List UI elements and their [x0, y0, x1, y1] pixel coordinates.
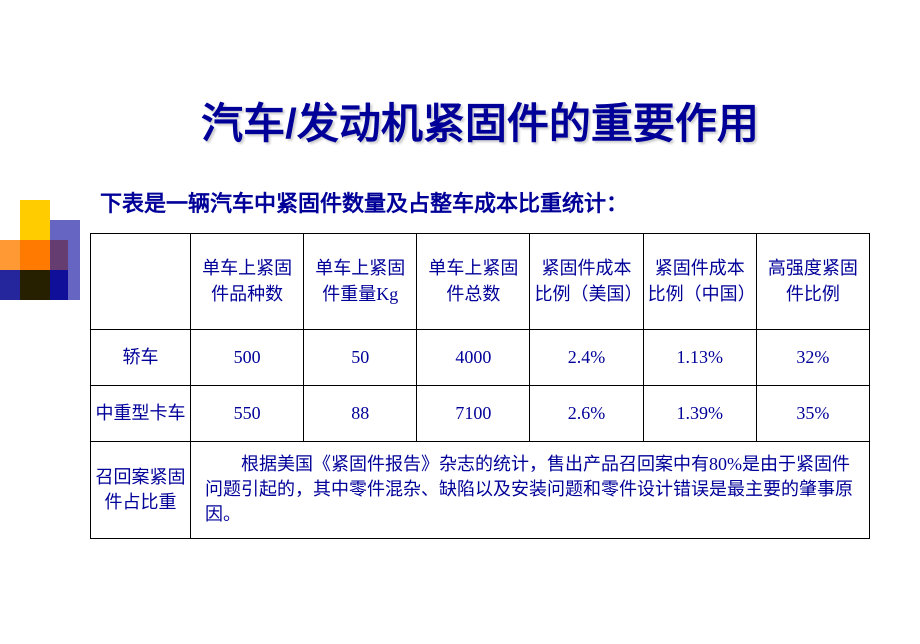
row-label-car: 轿车	[91, 330, 191, 386]
row-label-truck: 中重型卡车	[91, 386, 191, 442]
slide-content: 汽车/发动机紧固件的重要作用 下表是一辆汽车中紧固件数量及占整车成本比重统计： …	[0, 0, 920, 644]
table-row: 轿车 500 50 4000 2.4% 1.13% 32%	[91, 330, 870, 386]
table-note-row: 召回案紧固件占比重 根据美国《紧固件报告》杂志的统计，售出产品召回案中有80%是…	[91, 442, 870, 539]
cell: 88	[304, 386, 417, 442]
table-header-row: 单车上紧固件品种数 单车上紧固件重量Kg 单车上紧固件总数 紧固件成本比例（美国…	[91, 234, 870, 330]
table-row: 中重型卡车 550 88 7100 2.6% 1.39% 35%	[91, 386, 870, 442]
header-col-1: 单车上紧固件品种数	[191, 234, 304, 330]
cell: 35%	[756, 386, 869, 442]
note-text: 根据美国《紧固件报告》杂志的统计，售出产品召回案中有80%是由于紧固件问题引起的…	[191, 442, 870, 539]
header-col-6: 高强度紧固件比例	[756, 234, 869, 330]
cell: 7100	[417, 386, 530, 442]
cell: 1.13%	[643, 330, 756, 386]
note-label: 召回案紧固件占比重	[91, 442, 191, 539]
header-blank	[91, 234, 191, 330]
cell: 2.6%	[530, 386, 643, 442]
fastener-table: 单车上紧固件品种数 单车上紧固件重量Kg 单车上紧固件总数 紧固件成本比例（美国…	[90, 233, 870, 539]
cell: 4000	[417, 330, 530, 386]
header-col-5: 紧固件成本比例（中国）	[643, 234, 756, 330]
cell: 550	[191, 386, 304, 442]
cell: 50	[304, 330, 417, 386]
cell: 500	[191, 330, 304, 386]
cell: 1.39%	[643, 386, 756, 442]
slide-title: 汽车/发动机紧固件的重要作用	[90, 90, 870, 151]
header-col-4: 紧固件成本比例（美国）	[530, 234, 643, 330]
header-col-3: 单车上紧固件总数	[417, 234, 530, 330]
header-col-2: 单车上紧固件重量Kg	[304, 234, 417, 330]
cell: 2.4%	[530, 330, 643, 386]
slide-subtitle: 下表是一辆汽车中紧固件数量及占整车成本比重统计：	[100, 186, 870, 218]
cell: 32%	[756, 330, 869, 386]
